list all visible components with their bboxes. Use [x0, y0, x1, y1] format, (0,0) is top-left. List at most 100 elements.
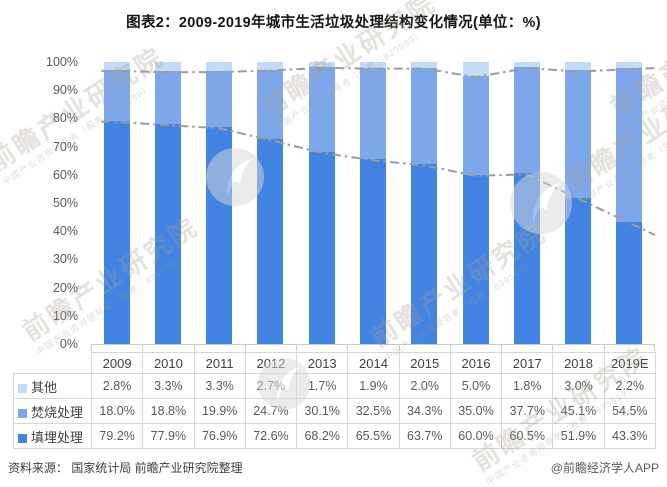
- bar-segment-焚烧处理: [257, 69, 284, 140]
- bar-segment-其他: [257, 62, 284, 70]
- footer: 资料来源： 国家统计局 前瞻产业研究院整理 @前瞻经济学人APP: [8, 459, 659, 476]
- x-axis-tick: [347, 345, 349, 351]
- y-tick-label: 60%: [52, 167, 78, 182]
- value-cell: 34.3%: [398, 398, 451, 424]
- y-tick-label: 40%: [52, 224, 78, 239]
- value-cell: 35.0%: [449, 398, 503, 424]
- year-cell: 2009: [90, 352, 144, 374]
- bar-segment-其他: [154, 62, 181, 72]
- bar-segment-其他: [103, 62, 130, 70]
- value-cell: 32.5%: [347, 398, 400, 424]
- value-cell: 2.2%: [603, 373, 656, 399]
- year-cell: 2017: [501, 352, 554, 374]
- value-cell: 79.2%: [90, 423, 144, 449]
- year-cell: 2019E: [603, 352, 656, 374]
- bar-segment-填埋处理: [616, 221, 643, 344]
- value-cell: 68.2%: [296, 423, 349, 449]
- value-cell: 65.5%: [347, 423, 400, 449]
- value-cell: 45.1%: [552, 398, 605, 424]
- x-axis-tick: [603, 345, 605, 351]
- y-tick-label: 10%: [52, 308, 78, 323]
- value-cell: 3.3%: [193, 373, 246, 399]
- value-cell: 1.9%: [347, 373, 400, 399]
- year-cell: 2015: [398, 352, 451, 374]
- legend-cell-其他: 其他: [13, 373, 92, 399]
- value-cell: 18.0%: [90, 398, 144, 424]
- bar-segment-焚烧处理: [462, 76, 489, 175]
- legend-cell-焚烧处理: 焚烧处理: [13, 398, 92, 424]
- bar-segment-填埋处理: [103, 120, 130, 344]
- data-table: 2009 2010 2011 2012 2013 2014 2015 2016 2017 2018…: [13, 352, 656, 449]
- bar-segment-其他: [411, 62, 438, 68]
- value-cell: 3.0%: [552, 373, 605, 399]
- value-cell: 2.7%: [244, 373, 298, 399]
- bar-segment-其他: [462, 62, 489, 77]
- bar-segment-焚烧处理: [206, 71, 233, 128]
- bar-segment-填埋处理: [308, 151, 335, 344]
- value-cell: 5.0%: [449, 373, 503, 399]
- table-row-焚烧处理: 焚烧处理 18.0% 18.8% 19.9% 24.7% 30.1% 32.5% 34.3% 3…: [13, 398, 656, 424]
- bar-segment-焚烧处理: [411, 67, 438, 165]
- year-cell: 2012: [244, 352, 298, 374]
- stacked-bar-2014: [360, 62, 386, 344]
- stacked-bar-2016: [462, 62, 489, 344]
- stacked-bar-2019E: [616, 62, 643, 344]
- series-line-填埋处理: [101, 120, 656, 236]
- bar-segment-其他: [206, 61, 233, 72]
- value-cell: 30.1%: [296, 398, 349, 424]
- value-cell: 54.5%: [603, 398, 656, 424]
- y-tick-label: 20%: [52, 280, 78, 295]
- x-axis-tick: [654, 345, 655, 351]
- value-cell: 2.8%: [90, 373, 144, 399]
- bar-segment-焚烧处理: [360, 67, 386, 160]
- x-axis-tick: [91, 345, 92, 351]
- legend-swatch-icon: [18, 433, 27, 443]
- year-cell: 2011: [193, 352, 246, 374]
- x-axis-tick: [552, 345, 554, 351]
- y-tick-label: 0%: [59, 337, 78, 351]
- bar-segment-其他: [565, 62, 592, 71]
- chart-title: 图表2：2009-2019年城市生活垃圾处理结构变化情况(单位：%): [126, 15, 541, 31]
- value-cell: 76.9%: [193, 423, 246, 449]
- year-cell: 2016: [449, 352, 503, 374]
- value-cell: 18.8%: [142, 398, 195, 424]
- year-cell: 2018: [552, 352, 605, 374]
- legend-cell-填埋处理: 填埋处理: [13, 423, 92, 449]
- value-cell: 63.7%: [398, 423, 451, 449]
- legend-swatch-icon: [18, 408, 27, 418]
- x-axis-tick: [449, 345, 451, 351]
- value-cell: 60.5%: [501, 423, 554, 449]
- year-cell: 2014: [347, 352, 400, 374]
- y-tick-label: 70%: [52, 139, 78, 154]
- table-corner-cell: [13, 352, 92, 374]
- y-tick-label: 80%: [52, 111, 78, 126]
- value-cell: 51.9%: [552, 423, 605, 449]
- value-cell: 1.8%: [501, 373, 554, 399]
- table-row-填埋处理: 填埋处理 79.2% 77.9% 76.9% 72.6% 68.2% 65.5% 63.7% 6…: [13, 423, 656, 449]
- bar-segment-其他: [308, 62, 335, 67]
- y-tick-label: 90%: [52, 83, 78, 98]
- series-lines: [101, 66, 656, 236]
- y-tick-label: 30%: [52, 252, 78, 267]
- stacked-bar-2015: [411, 62, 438, 344]
- credit-note: @前瞻经济学人APP: [550, 461, 659, 475]
- stacked-bar-2010: [154, 62, 181, 344]
- value-cell: 2.0%: [398, 373, 451, 399]
- series-line-焚烧处理: [101, 66, 656, 79]
- stacked-bar-2013: [308, 62, 335, 344]
- value-cell: 37.7%: [501, 398, 554, 424]
- plot-area: [91, 61, 656, 351]
- bar-segment-填埋处理: [462, 174, 489, 344]
- bar-segment-其他: [360, 62, 386, 68]
- bar-segment-焚烧处理: [308, 66, 335, 152]
- value-cell: 72.6%: [244, 423, 298, 449]
- bar-segment-焚烧处理: [616, 68, 643, 222]
- value-cell: 24.7%: [244, 398, 298, 424]
- y-tick-label: 50%: [52, 196, 78, 210]
- bar-segment-填埋处理: [411, 164, 438, 344]
- year-cell: 2010: [142, 352, 195, 374]
- x-axis-tick: [193, 345, 195, 351]
- y-tick-label: 100%: [46, 55, 78, 69]
- legend-swatch-icon: [18, 383, 27, 393]
